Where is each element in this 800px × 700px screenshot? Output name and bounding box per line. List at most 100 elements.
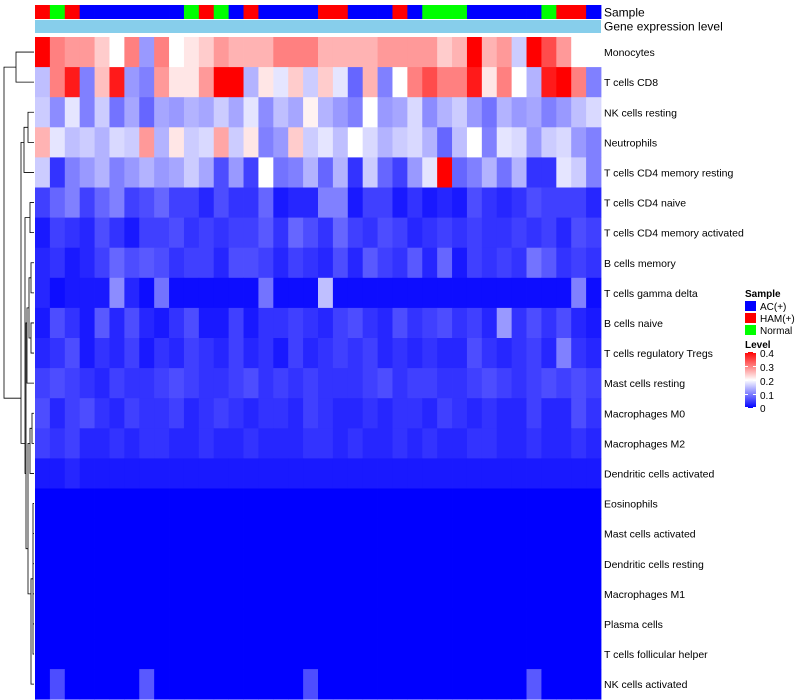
heatmap-cell xyxy=(541,217,557,249)
heatmap-cell xyxy=(139,127,155,158)
heatmap-cell xyxy=(526,97,542,128)
heatmap-cell xyxy=(303,518,319,550)
heatmap-cell xyxy=(213,247,230,279)
heatmap-cell xyxy=(94,548,110,580)
heatmap-cell xyxy=(407,157,423,188)
heatmap-cell xyxy=(243,67,259,98)
heatmap-cell xyxy=(94,428,110,459)
heatmap-cell xyxy=(362,398,378,429)
heatmap-cell xyxy=(94,307,110,339)
heatmap-cell xyxy=(332,187,349,218)
heatmap-cell xyxy=(49,639,66,670)
dendrogram-branch xyxy=(23,126,34,173)
heatmap-cell xyxy=(481,428,498,459)
heatmap-cell xyxy=(183,639,200,670)
heatmap-cell xyxy=(303,548,319,580)
heatmap-cell xyxy=(556,548,572,580)
legend-swatch-ham xyxy=(745,313,756,323)
heatmap-cell xyxy=(318,548,334,580)
heatmap-cell xyxy=(154,368,170,399)
heatmap-cell xyxy=(228,578,244,610)
heatmap-cell xyxy=(35,608,51,640)
heatmap-cell xyxy=(154,608,170,640)
heatmap-cell xyxy=(273,368,289,399)
heatmap-cell xyxy=(318,488,334,519)
sample-cell xyxy=(407,5,423,19)
heatmap-cell xyxy=(228,488,244,519)
heatmap-cell xyxy=(452,669,468,700)
heatmap-cell xyxy=(109,187,125,218)
heatmap-cell xyxy=(481,67,498,98)
heatmap-cell xyxy=(452,639,468,670)
heatmap-cell xyxy=(526,127,542,158)
heatmap-cell xyxy=(198,37,215,68)
heatmap-cell xyxy=(49,669,66,700)
heatmap-cell xyxy=(213,578,230,610)
heatmap-cell xyxy=(481,518,498,550)
heatmap-cell xyxy=(332,488,349,519)
heatmap-cell xyxy=(541,548,557,580)
heatmap-cell xyxy=(94,398,110,429)
heatmap-cell xyxy=(79,548,95,580)
heatmap-cell xyxy=(586,518,602,550)
heatmap-cell xyxy=(571,217,587,249)
heatmap-cell xyxy=(377,247,393,279)
heatmap-cell xyxy=(407,608,423,640)
heatmap-cell xyxy=(541,338,557,369)
heatmap-cell xyxy=(347,518,364,550)
heatmap-cell xyxy=(228,187,244,218)
heatmap-cell xyxy=(64,458,81,489)
legend-sample-title: Sample xyxy=(745,289,781,300)
heatmap-cell xyxy=(35,488,51,519)
heatmap-cell xyxy=(362,37,378,68)
heatmap-cell xyxy=(586,488,602,519)
heatmap-cell xyxy=(109,518,125,550)
heatmap-cell xyxy=(64,277,81,309)
dendrogram-branch xyxy=(27,442,31,595)
heatmap-cell xyxy=(571,157,587,188)
heatmap-cell xyxy=(94,368,110,399)
heatmap-cell xyxy=(586,578,602,610)
heatmap-cell xyxy=(556,669,572,700)
heatmap-cell xyxy=(183,338,200,369)
heatmap-cell xyxy=(79,488,95,519)
dendrogram-branch xyxy=(20,141,25,444)
row-label: Macrophages M1 xyxy=(604,589,685,601)
heatmap-cell xyxy=(273,488,289,519)
heatmap-cell xyxy=(586,639,602,670)
legend-swatch-normal xyxy=(745,325,756,335)
heatmap-cell xyxy=(213,548,230,580)
heatmap-cell xyxy=(35,368,51,399)
heatmap-cell xyxy=(496,217,513,249)
sample-cell xyxy=(556,5,572,19)
heatmap-cell xyxy=(139,488,155,519)
heatmap-cell xyxy=(243,187,259,218)
heatmap-cell xyxy=(481,97,498,128)
heatmap-cell xyxy=(109,639,125,670)
heatmap-cell xyxy=(422,338,438,369)
dendrogram-branch xyxy=(15,51,34,83)
heatmap-cell xyxy=(243,518,259,550)
heatmap-cell xyxy=(228,247,244,279)
legend-level-title: Level xyxy=(745,340,771,351)
sample-cell xyxy=(35,5,51,19)
heatmap-cell xyxy=(273,37,289,68)
heatmap-cell xyxy=(347,608,364,640)
heatmap-cell xyxy=(377,639,393,670)
heatmap-cell xyxy=(347,307,364,339)
heatmap-cell xyxy=(243,669,259,700)
heatmap-cell xyxy=(437,669,453,700)
heatmap-cell xyxy=(228,37,244,68)
heatmap-cell xyxy=(452,187,468,218)
heatmap-cell xyxy=(79,37,95,68)
heatmap-cell xyxy=(511,669,527,700)
heatmap-cell xyxy=(273,277,289,309)
heatmap-cell xyxy=(496,458,513,489)
heatmap-cell xyxy=(288,639,304,670)
heatmap-cell xyxy=(49,277,66,309)
heatmap-cell xyxy=(243,458,259,489)
heatmap-cell xyxy=(466,548,483,580)
heatmap-cell xyxy=(452,67,468,98)
heatmap-cell xyxy=(511,548,527,580)
sample-cell xyxy=(422,5,438,19)
